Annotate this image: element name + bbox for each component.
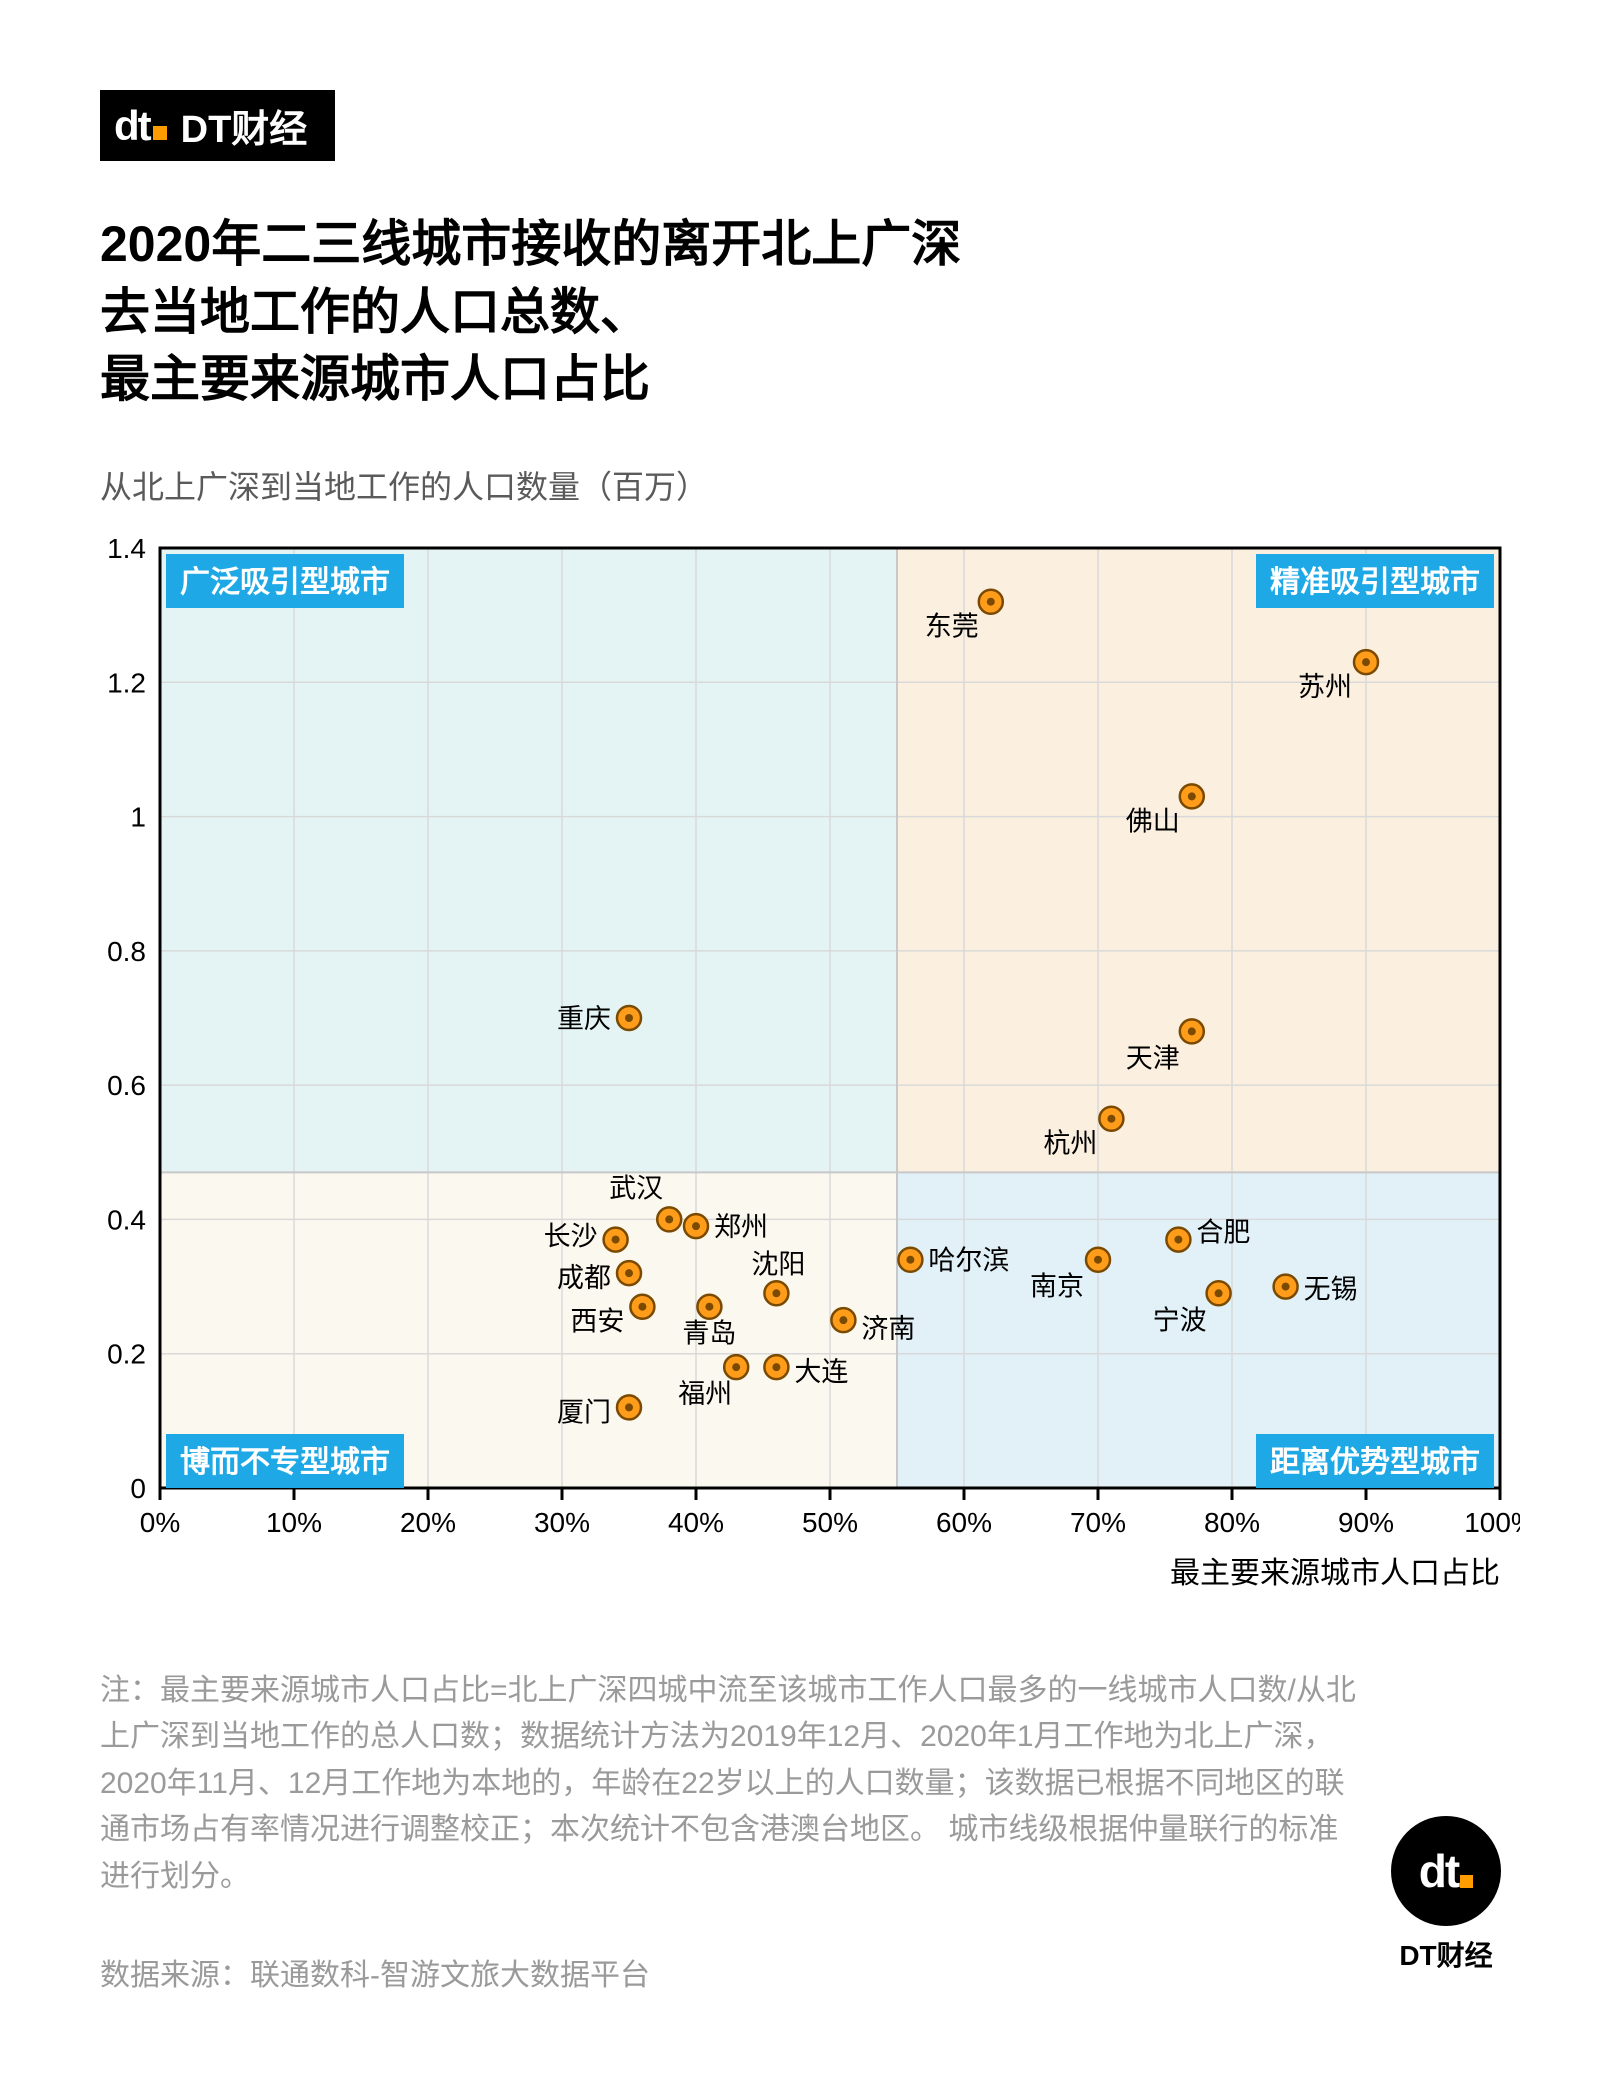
point-label: 成都 [557, 1263, 611, 1293]
point-label: 济南 [861, 1314, 915, 1344]
quad-label-tr: 精准吸引型城市 [1256, 554, 1494, 608]
brand-name: DT财经 [181, 98, 308, 153]
point-label: 苏州 [1298, 672, 1352, 702]
point-label: 长沙 [544, 1221, 598, 1251]
y-tick-label: 0.2 [107, 1338, 146, 1369]
logo-circle-dot-icon [1460, 1875, 1473, 1888]
logo-circle-icon: dt [1391, 1816, 1501, 1926]
quad-label-tl: 广泛吸引型城市 [166, 554, 404, 608]
chart-title: 2020年二三线城市接收的离开北上广深 去当地工作的人口总数、 最主要来源城市人… [100, 211, 1501, 414]
x-tick-label: 60% [936, 1507, 992, 1538]
point-label: 佛山 [1126, 806, 1180, 836]
brand-badge: dt DT财经 [100, 90, 335, 161]
y-tick-label: 1 [130, 801, 146, 832]
quad-label-bl: 博而不专型城市 [166, 1434, 404, 1488]
point-label: 武汉 [609, 1173, 663, 1203]
chart-svg: 0 0.2 0.4 0.6 0.8 1 1.2 1.4 0% 10% 20% 30% 40% 50% 60%… [100, 538, 1520, 1598]
point-label: 天津 [1126, 1043, 1180, 1073]
point-label: 厦门 [557, 1397, 611, 1427]
y-tick-label: 0 [130, 1473, 146, 1504]
point-label: 郑州 [714, 1212, 768, 1242]
data-point: 郑州 [684, 1212, 768, 1242]
title-line-1: 2020年二三线城市接收的离开北上广深 [100, 211, 1501, 279]
logo-circle-text: dt [1419, 1844, 1458, 1898]
point-label: 西安 [570, 1306, 624, 1336]
title-line-3: 最主要来源城市人口占比 [100, 346, 1501, 414]
point-label: 南京 [1030, 1271, 1084, 1301]
point-label: 杭州 [1043, 1128, 1097, 1158]
brand-logo-dot-icon [153, 126, 167, 140]
x-axis-label: 最主要来源城市人口占比 [1170, 1557, 1500, 1590]
logo-caption: DT财经 [1391, 1934, 1501, 1974]
x-tick-label: 80% [1204, 1507, 1260, 1538]
point-label: 东莞 [925, 611, 979, 641]
point-label: 宁波 [1153, 1305, 1207, 1335]
y-tick-label: 0.6 [107, 1070, 146, 1101]
data-source: 数据来源：联通数科-智游文旅大数据平台 [100, 1950, 1501, 1994]
logo-bottom-right: dt DT财经 [1391, 1816, 1501, 1974]
data-point: 重庆 [557, 1004, 641, 1034]
x-tick-label: 40% [668, 1507, 724, 1538]
svg-text:精准吸引型城市: 精准吸引型城市 [1270, 565, 1480, 599]
y-tick-label: 0.8 [107, 935, 146, 966]
y-tick-label: 1.4 [107, 538, 146, 564]
point-label: 青岛 [682, 1318, 736, 1348]
x-tick-label: 100% [1464, 1507, 1520, 1538]
quad-label-br: 距离优势型城市 [1256, 1434, 1494, 1488]
point-label: 大连 [794, 1357, 848, 1387]
point-label: 哈尔滨 [928, 1245, 1009, 1275]
point-label: 合肥 [1196, 1217, 1250, 1247]
svg-text:博而不专型城市: 博而不专型城市 [180, 1445, 390, 1479]
brand-logo-text: dt [114, 102, 150, 150]
footnote: 注：最主要来源城市人口占比=北上广深四城中流至该城市工作人口最多的一线城市人口数… [100, 1668, 1360, 1901]
svg-text:距离优势型城市: 距离优势型城市 [1270, 1445, 1480, 1479]
brand-logo: dt [114, 102, 167, 150]
x-tick-label: 90% [1338, 1507, 1394, 1538]
x-tick-label: 20% [400, 1507, 456, 1538]
y-tick-label: 1.2 [107, 667, 146, 698]
point-label: 沈阳 [751, 1249, 805, 1279]
data-point: 哈尔滨 [898, 1245, 1009, 1275]
page-root: dt DT财经 2020年二三线城市接收的离开北上广深 去当地工作的人口总数、 … [0, 0, 1601, 2074]
x-tick-label: 30% [534, 1507, 590, 1538]
scatter-chart: 0 0.2 0.4 0.6 0.8 1 1.2 1.4 0% 10% 20% 30% 40% 50% 60%… [100, 538, 1501, 1598]
point-label: 无锡 [1304, 1274, 1358, 1304]
x-tick-label: 0% [140, 1507, 180, 1538]
point-label: 福州 [678, 1379, 732, 1409]
svg-text:广泛吸引型城市: 广泛吸引型城市 [180, 565, 390, 599]
x-tick-label: 10% [266, 1507, 322, 1538]
point-label: 重庆 [557, 1004, 611, 1034]
y-axis-title: 从北上广深到当地工作的人口数量（百万） [100, 462, 1501, 508]
x-tick-label: 50% [802, 1507, 858, 1538]
x-tick-label: 70% [1070, 1507, 1126, 1538]
y-tick-label: 0.4 [107, 1204, 146, 1235]
title-line-2: 去当地工作的人口总数、 [100, 279, 1501, 347]
